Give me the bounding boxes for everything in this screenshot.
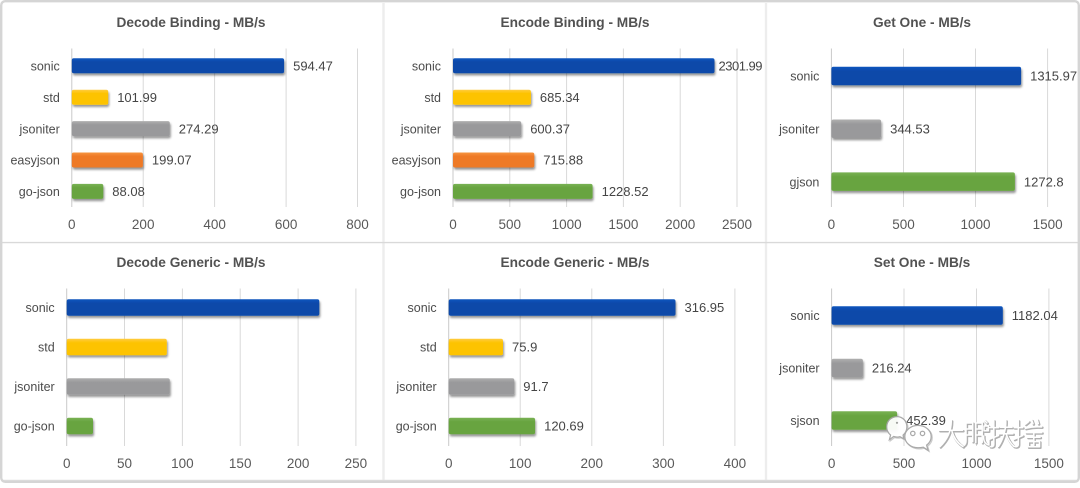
svg-text:go-json: go-json: [400, 185, 441, 199]
svg-text:400: 400: [203, 217, 226, 232]
svg-text:344.53: 344.53: [890, 122, 930, 137]
svg-text:0: 0: [449, 217, 457, 232]
svg-text:Encode Binding - MB/s: Encode Binding - MB/s: [500, 15, 649, 30]
svg-text:200: 200: [581, 456, 604, 471]
svg-text:685.34: 685.34: [540, 90, 580, 105]
svg-text:0: 0: [445, 456, 453, 471]
svg-text:200: 200: [132, 217, 155, 232]
svg-text:sonic: sonic: [31, 60, 60, 74]
svg-text:1000: 1000: [552, 217, 582, 232]
svg-text:sonic: sonic: [790, 70, 819, 84]
svg-text:1228.52: 1228.52: [602, 184, 649, 199]
svg-text:1315.97: 1315.97: [1030, 69, 1077, 84]
svg-text:500: 500: [499, 217, 522, 232]
svg-text:400: 400: [724, 456, 747, 471]
svg-text:Decode Binding - MB/s: Decode Binding - MB/s: [116, 15, 265, 30]
svg-text:0: 0: [68, 217, 76, 232]
svg-text:600: 600: [275, 217, 298, 232]
svg-text:594.47: 594.47: [293, 59, 333, 74]
svg-text:88.08: 88.08: [112, 184, 145, 199]
svg-text:800: 800: [346, 217, 369, 232]
svg-text:1272.8: 1272.8: [1024, 174, 1064, 189]
svg-text:go-json: go-json: [19, 185, 60, 199]
svg-text:jsoniter: jsoniter: [778, 123, 819, 137]
svg-text:200: 200: [287, 456, 310, 471]
svg-text:jsoniter: jsoniter: [400, 122, 441, 136]
svg-text:2301.99: 2301.99: [719, 59, 763, 74]
svg-text:0: 0: [828, 217, 836, 232]
svg-text:Encode Generic - MB/s: Encode Generic - MB/s: [500, 255, 649, 270]
svg-text:2500: 2500: [722, 217, 752, 232]
svg-text:120.69: 120.69: [544, 419, 584, 434]
svg-text:101.99: 101.99: [117, 90, 157, 105]
svg-text:500: 500: [893, 456, 916, 471]
svg-text:100: 100: [509, 456, 532, 471]
svg-text:0: 0: [63, 456, 71, 471]
svg-text:452.39: 452.39: [906, 413, 946, 428]
svg-text:gjson: gjson: [790, 175, 820, 189]
svg-text:91.7: 91.7: [523, 379, 548, 394]
svg-text:1000: 1000: [960, 217, 990, 232]
svg-text:1182.04: 1182.04: [1012, 308, 1058, 323]
svg-text:easyjson: easyjson: [10, 154, 59, 168]
svg-text:1000: 1000: [961, 456, 991, 471]
svg-text:jsoniter: jsoniter: [395, 380, 436, 394]
svg-text:sjson: sjson: [790, 414, 819, 428]
svg-text:2000: 2000: [665, 217, 695, 232]
svg-text:50: 50: [117, 456, 132, 471]
svg-text:250: 250: [345, 456, 368, 471]
svg-text:jsoniter: jsoniter: [19, 122, 60, 136]
svg-text:1500: 1500: [1033, 217, 1063, 232]
svg-text:std: std: [43, 91, 60, 105]
svg-text:150: 150: [229, 456, 252, 471]
svg-text:316.95: 316.95: [685, 300, 725, 315]
svg-text:0: 0: [828, 456, 836, 471]
svg-text:199.07: 199.07: [152, 153, 192, 168]
svg-text:1500: 1500: [1034, 456, 1064, 471]
svg-text:Set One - MB/s: Set One - MB/s: [874, 255, 971, 270]
svg-text:std: std: [38, 341, 55, 355]
svg-text:216.24: 216.24: [872, 361, 912, 376]
svg-text:600.37: 600.37: [530, 121, 570, 136]
svg-text:std: std: [424, 91, 441, 105]
svg-text:sonic: sonic: [412, 60, 441, 74]
svg-text:jsoniter: jsoniter: [13, 380, 54, 394]
svg-text:go-json: go-json: [14, 420, 55, 434]
svg-text:300: 300: [652, 456, 675, 471]
svg-text:274.29: 274.29: [179, 121, 219, 136]
svg-text:715.88: 715.88: [543, 153, 583, 168]
svg-text:500: 500: [892, 217, 915, 232]
svg-text:jsoniter: jsoniter: [778, 362, 819, 376]
svg-text:1500: 1500: [608, 217, 638, 232]
svg-text:75.9: 75.9: [512, 340, 537, 355]
svg-text:Get One - MB/s: Get One - MB/s: [873, 15, 971, 30]
svg-text:std: std: [420, 341, 437, 355]
svg-text:sonic: sonic: [408, 301, 437, 315]
svg-text:easyjson: easyjson: [392, 154, 441, 168]
svg-text:go-json: go-json: [396, 420, 437, 434]
svg-text:100: 100: [171, 456, 194, 471]
svg-text:Decode Generic - MB/s: Decode Generic - MB/s: [116, 255, 265, 270]
svg-text:sonic: sonic: [790, 309, 819, 323]
svg-text:sonic: sonic: [26, 301, 55, 315]
